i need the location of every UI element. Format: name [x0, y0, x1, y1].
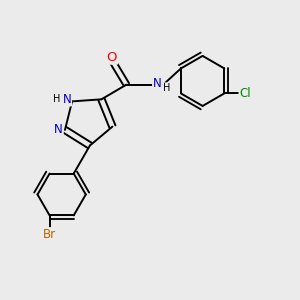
Text: O: O — [106, 51, 117, 64]
Text: Br: Br — [43, 228, 56, 241]
Text: Cl: Cl — [240, 87, 251, 100]
Text: N: N — [62, 92, 71, 106]
Text: N: N — [153, 76, 162, 90]
Text: N: N — [54, 123, 63, 136]
Text: H: H — [164, 83, 171, 93]
Text: H: H — [53, 94, 61, 104]
